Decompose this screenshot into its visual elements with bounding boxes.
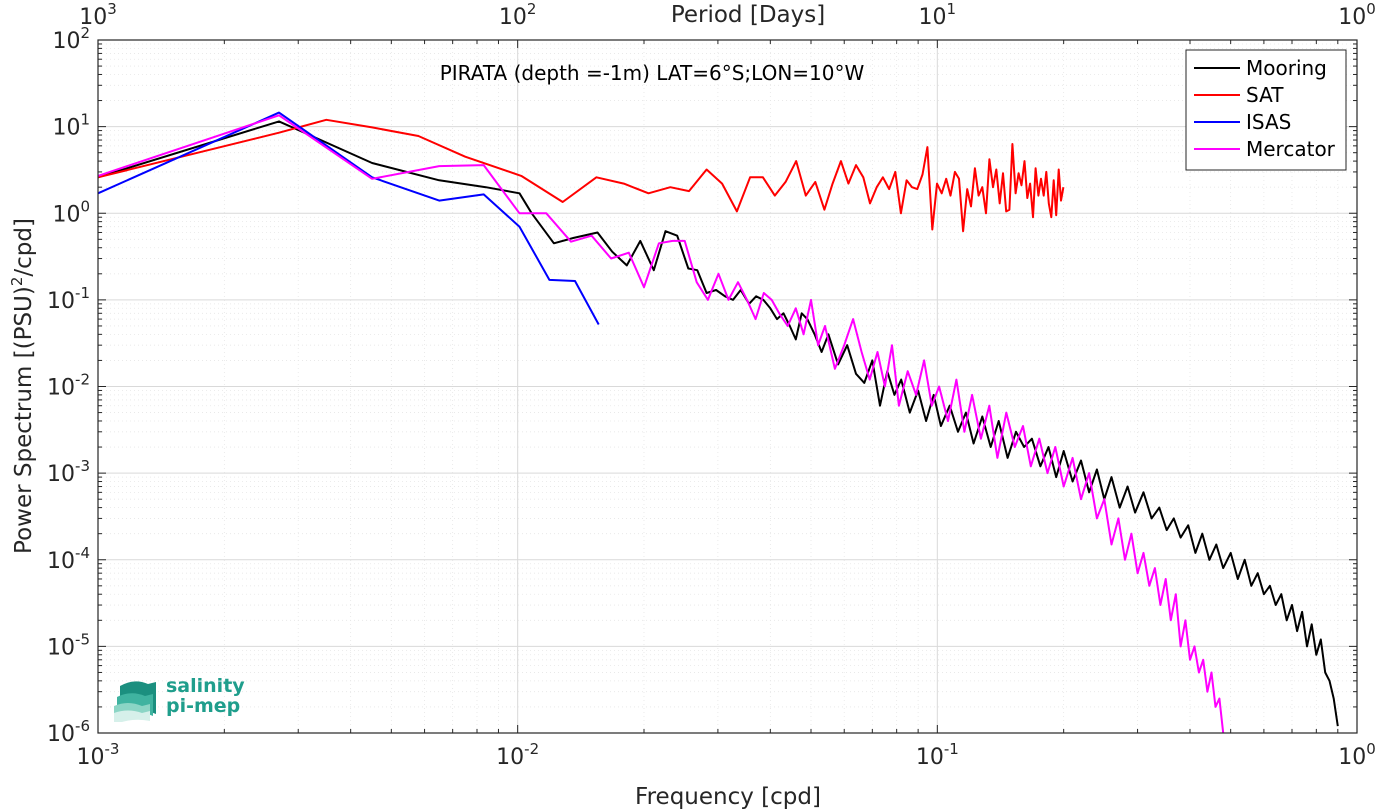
y-axis-label-tail: /cpd] <box>11 218 37 277</box>
y-tick-label-exp: -5 <box>75 630 90 648</box>
y-tick-label-exp: -4 <box>75 544 90 562</box>
series-layer <box>97 111 1339 734</box>
y-tick-label-exp: -1 <box>75 284 90 302</box>
y-tick-label: 10-2 <box>47 371 90 401</box>
y-tick-label-base: 10 <box>47 376 75 401</box>
y-tick-label-base: 10 <box>52 29 80 54</box>
x-tick-label-base: 10 <box>916 745 944 770</box>
y-tick-label-exp: 2 <box>80 24 90 42</box>
top-tick-label: 103 <box>79 0 117 30</box>
x-tick-label-base: 10 <box>77 745 105 770</box>
y-axis-label-main: Power Spectrum [(PSU) <box>11 286 37 554</box>
legend-label-isas: ISAS <box>1246 110 1291 134</box>
y-tick-label: 102 <box>52 24 90 54</box>
y-tick-label-base: 10 <box>52 202 80 227</box>
y-tick-label-base: 10 <box>47 722 75 747</box>
top-tick-label-exp: 3 <box>107 0 117 18</box>
y-tick-label: 10-5 <box>47 630 90 660</box>
grid <box>97 40 1357 734</box>
top-tick-label: 100 <box>1338 0 1376 30</box>
x-tick-label-exp: -1 <box>944 740 959 758</box>
salinity-pi-mep-logo: salinity pi-mep <box>114 675 245 722</box>
y-tick-label-exp: -6 <box>75 717 90 735</box>
y-tick-label: 100 <box>52 197 90 227</box>
chart-title: PIRATA (depth =-1m) LAT=6°S;LON=10°W <box>440 61 865 85</box>
top-tick-label-base: 10 <box>919 5 947 30</box>
y-tick-label-base: 10 <box>47 289 75 314</box>
y-tick-label-exp: -2 <box>75 371 90 389</box>
top-tick-label-exp: 1 <box>947 0 957 18</box>
legend-label-mercator: Mercator <box>1246 137 1336 161</box>
y-tick-label: 10-3 <box>47 457 90 487</box>
y-tick-label-base: 10 <box>47 635 75 660</box>
top-axis-label: Period [Days] <box>671 2 825 28</box>
logo-text-line1: salinity <box>166 675 245 697</box>
legend-label-mooring: Mooring <box>1246 56 1327 80</box>
top-tick-label-exp: 2 <box>527 0 537 18</box>
y-tick-label-base: 10 <box>47 549 75 574</box>
y-tick-label-base: 10 <box>52 116 80 141</box>
series-line-mooring <box>97 120 1339 727</box>
legend-items: Mooring SAT ISAS Mercator <box>1194 56 1336 161</box>
top-tick-label: 102 <box>499 0 537 30</box>
x-tick-label-exp: 0 <box>1366 740 1376 758</box>
y-tick-label-base: 10 <box>47 462 75 487</box>
x-axis-label: Frequency [cpd] <box>635 784 821 809</box>
x-tick-label-base: 10 <box>1338 745 1366 770</box>
top-tick-label-base: 10 <box>79 5 107 30</box>
y-tick-label-exp: 1 <box>80 111 90 129</box>
series-line-sat <box>97 118 1065 233</box>
x-tick-label: 100 <box>1338 740 1376 770</box>
logo-waves-icon <box>114 681 156 722</box>
legend: Mooring SAT ISAS Mercator <box>1185 49 1347 171</box>
y-tick-label-exp: -3 <box>75 457 90 475</box>
y-tick-label-exp: 0 <box>80 197 90 215</box>
y-tick-label: 10-1 <box>47 284 90 314</box>
y-tick-label: 101 <box>52 111 90 141</box>
x-tick-label-exp: -2 <box>524 740 539 758</box>
top-tick-label-base: 10 <box>499 5 527 30</box>
top-tick-label-base: 10 <box>1338 5 1366 30</box>
y-tick-label: 10-6 <box>47 717 90 747</box>
x-tick-label: 10-3 <box>77 740 120 770</box>
logo-text-line2: pi-mep <box>166 695 240 717</box>
x-tick-label-exp: -3 <box>105 740 120 758</box>
top-tick-label: 101 <box>919 0 957 30</box>
legend-label-sat: SAT <box>1246 83 1284 107</box>
top-tick-label-exp: 0 <box>1366 0 1376 18</box>
y-axis-label: Power Spectrum [(PSU)2/cpd] <box>8 218 37 554</box>
x-tick-label: 10-1 <box>916 740 959 770</box>
series-line-isas <box>97 111 600 325</box>
y-tick-label: 10-4 <box>47 544 90 574</box>
y-axis-label-sup: 2 <box>8 277 26 287</box>
series-line-mercator <box>97 114 1225 734</box>
x-tick-label: 10-2 <box>496 740 539 770</box>
x-tick-label-base: 10 <box>496 745 524 770</box>
